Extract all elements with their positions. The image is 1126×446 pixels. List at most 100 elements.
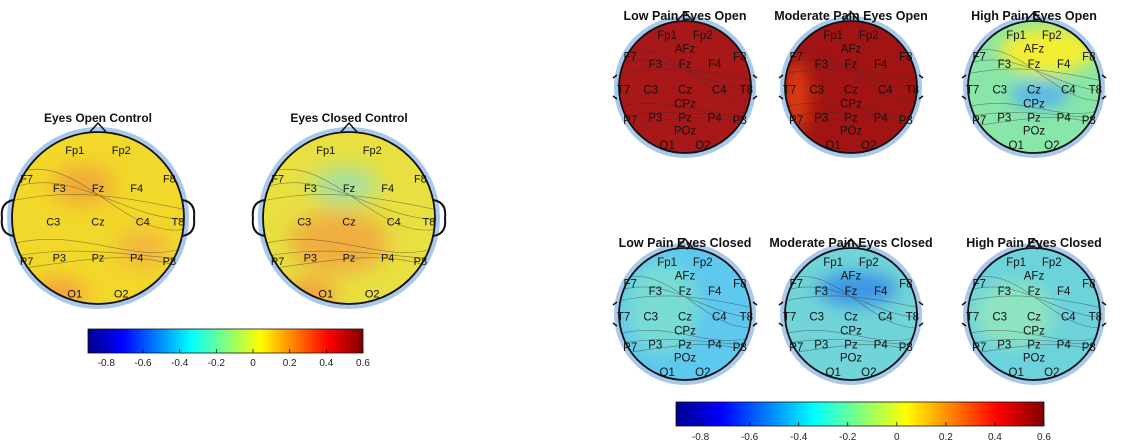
electrode-label-cz: Cz (91, 216, 104, 228)
colorbar-tick-label: 0 (894, 432, 900, 443)
electrode-label-o1: O1 (67, 289, 82, 301)
electrode-label-t8: T8 (740, 85, 753, 97)
electrode-label-fz: Fz (845, 59, 858, 71)
colorbar-tick-label: -0.6 (741, 432, 759, 443)
colorbar-tick-label: 0.4 (988, 432, 1002, 443)
electrode-label-f3: F3 (53, 183, 66, 195)
electrode-label-cz: Cz (678, 85, 692, 97)
right-ear (918, 74, 924, 100)
nose (842, 10, 860, 22)
electrode-label-f3: F3 (649, 286, 662, 298)
electrode-label-p3: P3 (648, 112, 662, 124)
electrode-label-poz: POz (840, 126, 863, 138)
topomap-eyes-closed-control: Eyes Closed Control Fp1 Fp2 F7 F3 Fz F4 F8 C3 Cz C… (251, 111, 447, 309)
electrode-label-fp2: Fp2 (1042, 257, 1062, 269)
right-ear (752, 301, 758, 327)
right-ear (752, 74, 758, 100)
electrode-label-poz: POz (1023, 126, 1046, 138)
electrode-label-cz: Cz (678, 312, 692, 324)
map-title: Moderate Pain Eyes Closed (769, 236, 932, 250)
electrode-label-o2: O2 (695, 367, 710, 379)
right-ear (432, 199, 447, 237)
electrode-label-o1: O1 (1009, 367, 1024, 379)
activation-region-cpz (1009, 81, 1069, 109)
electrode-label-fp1: Fp1 (1006, 30, 1026, 42)
electrode-label-p4: P4 (1057, 112, 1072, 124)
electrode-label-p3: P3 (53, 252, 66, 264)
electrode-label-f4: F4 (1057, 59, 1071, 71)
colorbar-tick-label: -0.2 (839, 432, 857, 443)
electrode-label-fz: Fz (679, 59, 692, 71)
electrode-label-poz: POz (674, 353, 697, 365)
electrode-label-p7: P7 (271, 256, 284, 268)
electrode-label-fp2: Fp2 (112, 145, 131, 157)
electrode-label-f4: F4 (874, 59, 888, 71)
electrode-label-pz: Pz (92, 252, 105, 264)
electrode-label-p8: P8 (899, 115, 913, 127)
electrode-label-p4: P4 (874, 339, 889, 351)
electrode-label-fp2: Fp2 (859, 257, 879, 269)
left-ear (778, 74, 784, 100)
colorbar-tick-label: -0.4 (171, 358, 189, 369)
contour-lines (263, 168, 435, 270)
topomap-moderate-pain-eyes-closed: Moderate Pain Eyes Closed Fp1 Fp2 AFz F7 F3 Fz… (769, 236, 933, 385)
topomap-high-pain-eyes-closed: High Pain Eyes Closed Fp1 Fp2 AFz F7 F3 Fz F4 F8… (961, 236, 1107, 385)
electrode-label-p8: P8 (414, 256, 427, 268)
electrode-label-p4: P4 (708, 339, 723, 351)
nose (89, 121, 107, 133)
contour-lines (619, 49, 751, 127)
electrode-label-o1: O1 (826, 367, 841, 379)
nose (340, 121, 358, 133)
colorbar-tick-label: -0.8 (692, 432, 710, 443)
topomap-low-pain-eyes-closed: Low Pain Eyes Closed Fp1 Fp2 AFz F7 F3 Fz F4 F8 T… (612, 236, 758, 385)
map-title: Moderate Pain Eyes Open (774, 9, 928, 23)
map-title: Eyes Closed Control (290, 111, 407, 125)
electrode-label-afz: AFz (1024, 44, 1045, 56)
electrode-label-f3: F3 (304, 183, 317, 195)
electrode-label-t8: T8 (1089, 312, 1102, 324)
nose (676, 10, 694, 22)
electrode-label-p7: P7 (972, 115, 986, 127)
electrode-label-fp1: Fp1 (1006, 257, 1026, 269)
activation-region-p4 (116, 230, 169, 268)
electrode-label-pz: Pz (343, 252, 356, 264)
electrode-label-f3: F3 (998, 59, 1011, 71)
electrode-label-pz: Pz (678, 339, 692, 351)
colorbar-tick-label: -0.6 (134, 358, 152, 369)
electrode-label-f3: F3 (815, 59, 828, 71)
colorbar-tick-label: -0.8 (98, 358, 116, 369)
electrode-label-p3: P3 (997, 112, 1011, 124)
electrode-label-afz: AFz (841, 271, 862, 283)
colorbar-gradient (675, 401, 1045, 427)
electrode-label-p8: P8 (1082, 115, 1096, 127)
electrode-label-p4: P4 (1057, 339, 1072, 351)
electrode-label-o2: O2 (1044, 140, 1059, 152)
electrode-label-f4: F4 (130, 183, 143, 195)
electrode-label-o1: O1 (1009, 140, 1024, 152)
right-ear (1101, 301, 1107, 327)
electrode-label-afz: AFz (841, 44, 862, 56)
electrode-label-t8: T8 (740, 312, 753, 324)
electrode-label-p8: P8 (1082, 342, 1096, 354)
electrode-label-f8: F8 (733, 52, 746, 64)
electrode-label-p3: P3 (997, 339, 1011, 351)
electrode-label-c4: C4 (136, 216, 150, 228)
electrode-label-c4: C4 (1061, 312, 1076, 324)
electrode-label-c4: C4 (878, 312, 893, 324)
nose (1025, 237, 1043, 249)
colorbar-2: -0.8 -0.6 -0.4 -0.2 0 0.2 0.4 0.6 (675, 401, 1051, 443)
electrode-label-t7: T7 (617, 85, 630, 97)
electrode-label-c4: C4 (712, 312, 727, 324)
electrode-label-f4: F4 (708, 59, 722, 71)
electrode-label-c3: C3 (46, 216, 60, 228)
electrode-label-o2: O2 (695, 140, 710, 152)
electrode-label-fp2: Fp2 (1042, 30, 1062, 42)
electrode-label-p4: P4 (874, 112, 889, 124)
electrode-label-poz: POz (1023, 353, 1046, 365)
electrode-label-c4: C4 (387, 216, 401, 228)
colorbar-1: -0.8 -0.6 -0.4 -0.2 0 0.2 0.4 0.6 (87, 328, 370, 369)
colorbar-tick-label: -0.4 (790, 432, 808, 443)
activation-region-afz (818, 271, 898, 307)
electrode-label-cz: Cz (1027, 312, 1041, 324)
